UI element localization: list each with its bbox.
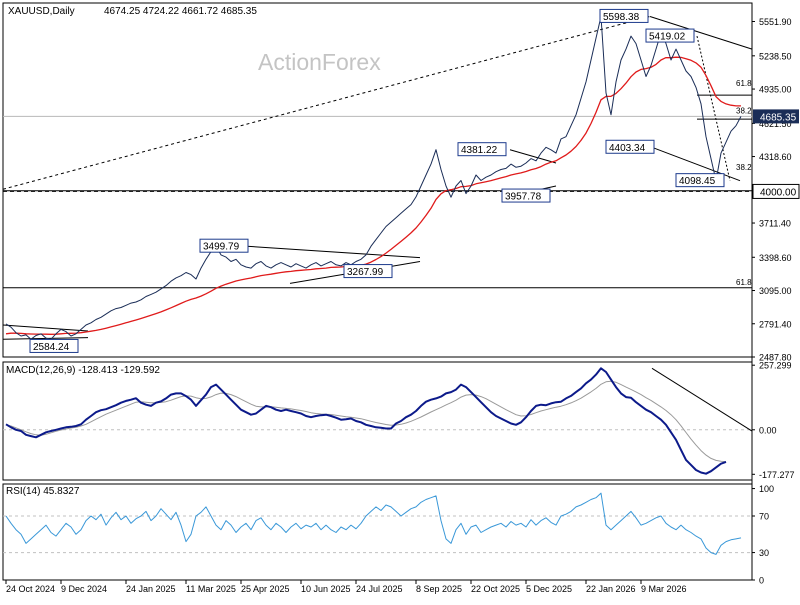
fib-label: 38.2 [736, 106, 752, 115]
pane-frame-2 [2, 483, 753, 581]
rsi-line [5, 492, 742, 555]
reference-price-label: 4000.00 [760, 187, 797, 198]
x-tick-label: 5 Dec 2025 [526, 584, 572, 594]
chart-symbol: XAUUSD,Daily [8, 6, 75, 17]
price-label-box [501, 188, 551, 203]
rsi-title: RSI(14) 45.8327 [6, 486, 80, 497]
y-tick-label: 4621.50 [759, 119, 792, 129]
triangle-upper [246, 245, 421, 259]
y-tick-label: 3398.60 [759, 253, 792, 263]
fib-label: 61.8 [736, 278, 752, 287]
x-tick-label: 24 Oct 2024 [6, 584, 55, 594]
price-label: 3957.78 [505, 192, 542, 203]
x-tick-label: 22 Jan 2026 [586, 584, 636, 594]
price-line [5, 16, 742, 340]
pane-frame-1 [2, 361, 753, 481]
y-tick-label: 0.00 [759, 425, 777, 435]
y-tick-label: 3095.00 [759, 286, 792, 296]
price-label: 2584.24 [33, 342, 70, 353]
price-label: 5419.02 [649, 32, 686, 43]
reference-price-box [752, 183, 800, 199]
y-tick-label: 4318.60 [759, 152, 792, 162]
price-label: 4381.22 [461, 145, 498, 156]
y-tick-label: 100 [759, 484, 774, 494]
price-label-box [645, 28, 695, 43]
macd-line [5, 367, 727, 475]
x-tick-label: 11 Mar 2025 [186, 584, 236, 594]
price-label-box [605, 139, 655, 154]
price-label-box [199, 238, 249, 253]
x-tick-label: 8 Sep 2025 [416, 584, 462, 594]
current-price-box [753, 109, 799, 124]
y-tick-label: 4935.00 [759, 85, 792, 95]
macd-trendline [651, 367, 753, 432]
pane-frames [2, 2, 753, 581]
y-tick-label: 2487.80 [759, 353, 792, 363]
upper-channel-line [649, 15, 753, 50]
swing-line [696, 35, 731, 181]
x-tick-label: 24 Jan 2025 [126, 584, 176, 594]
chart-ohlc: 4674.25 4724.22 4661.72 4685.35 [104, 6, 257, 17]
lower-channel-line [651, 146, 741, 182]
price-label: 3267.99 [347, 267, 384, 278]
y-tick-label: 0 [759, 576, 764, 586]
price-label-box [599, 8, 649, 23]
flag-upper [509, 149, 557, 164]
fib-label: 61.8 [736, 79, 752, 88]
x-tick-label: 24 Jul 2025 [356, 584, 403, 594]
long-term-trendline [2, 15, 651, 190]
early-upper [2, 324, 89, 332]
price-label: 5598.38 [603, 12, 640, 23]
x-tick-label: 10 Jun 2025 [301, 584, 351, 594]
watermark: ActionForex [258, 49, 381, 75]
price-label: 4098.45 [679, 176, 716, 187]
y-tick-label: 30 [759, 548, 769, 558]
price-label-box [457, 142, 507, 157]
y-tick-label: 5551.90 [759, 17, 792, 27]
price-label: 3499.79 [203, 242, 240, 253]
y-tick-label: 2791.40 [759, 319, 792, 329]
price-label-box [675, 173, 725, 188]
price-label-box [29, 338, 79, 353]
x-tick-label: 25 Apr 2025 [241, 584, 290, 594]
price-label-box [343, 264, 393, 279]
ema-line [5, 56, 741, 335]
current-price-label: 4685.35 [760, 112, 797, 123]
y-tick-label: -177.277 [759, 470, 795, 480]
y-tick-label: 5238.50 [759, 51, 792, 61]
macd-title: MACD(12,26,9) -128.413 -129.592 [6, 365, 160, 376]
chart-marks: 5551.905238.504935.004621.504318.604015.… [2, 8, 800, 594]
price-label: 4403.34 [609, 143, 646, 154]
x-tick-label: 9 Dec 2024 [61, 584, 107, 594]
fib-label: 38.2 [736, 163, 752, 172]
y-tick-label: 70 [759, 512, 769, 522]
y-tick-label: 257.299 [759, 361, 792, 371]
x-tick-label: 22 Oct 2025 [471, 584, 520, 594]
early-lower [2, 337, 89, 340]
macd-signal-line [5, 380, 727, 463]
y-tick-label: 3711.40 [759, 219, 791, 229]
x-tick-label: 9 Mar 2026 [641, 584, 687, 594]
